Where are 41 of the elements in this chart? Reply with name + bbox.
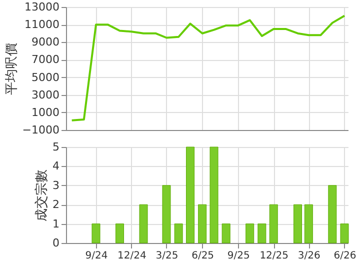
bar xyxy=(269,204,278,244)
bar xyxy=(246,224,254,244)
bar xyxy=(186,146,194,244)
bar xyxy=(210,146,218,244)
bar xyxy=(328,185,337,244)
bar xyxy=(116,224,124,244)
x-tick-label: 9/24 xyxy=(85,250,108,262)
y-tick-label: 4 xyxy=(52,160,60,173)
y-tick-label: 1000 xyxy=(32,106,60,119)
y-axis-title: 成交宗數 xyxy=(34,170,50,222)
bar xyxy=(174,224,183,244)
y-tick-label: 7000 xyxy=(32,53,60,66)
line-series xyxy=(70,14,346,122)
y-axis-title: 平均呎價 xyxy=(4,43,20,95)
x-tick-label: 12/24 xyxy=(118,250,146,262)
x-tick-label: 9/25 xyxy=(227,250,250,262)
x-tick-label: 3/26 xyxy=(298,250,320,262)
x-tick-label: 6/26 xyxy=(334,250,356,262)
bar xyxy=(340,224,349,244)
y-tick-label: 9000 xyxy=(32,36,60,49)
bar xyxy=(198,204,207,244)
bar xyxy=(294,204,302,244)
y-tick-label: 2 xyxy=(52,198,60,212)
y-tick-label: 11000 xyxy=(24,18,60,32)
y-tick-label: 3 xyxy=(52,178,60,192)
y-tick-label: 3000 xyxy=(32,88,60,102)
y-tick-label: 5 xyxy=(52,140,60,154)
y-tick-label: 13000 xyxy=(24,0,60,14)
y-tick-label: 0 xyxy=(52,236,60,250)
x-tick-label: 12/25 xyxy=(260,250,289,262)
y-tick-label: 5000 xyxy=(32,70,60,84)
bar xyxy=(162,185,171,244)
bar xyxy=(304,204,313,244)
bar xyxy=(139,204,148,244)
bar xyxy=(258,224,266,244)
bar xyxy=(92,224,100,244)
x-tick-label: 6/25 xyxy=(192,250,214,262)
bar xyxy=(222,224,230,244)
y-tick-label: −1000 xyxy=(22,124,60,136)
y-tick-label: 1 xyxy=(52,217,60,230)
x-tick-label: 3/25 xyxy=(156,250,178,262)
